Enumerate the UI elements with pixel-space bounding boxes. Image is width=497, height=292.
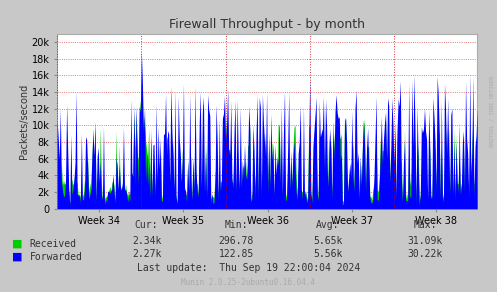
Text: 30.22k: 30.22k [408,249,442,259]
Text: 2.34k: 2.34k [132,236,162,246]
Text: 5.65k: 5.65k [313,236,343,246]
Text: Max:: Max: [413,220,437,230]
Text: Last update:  Thu Sep 19 22:00:04 2024: Last update: Thu Sep 19 22:00:04 2024 [137,263,360,273]
Text: 2.27k: 2.27k [132,249,162,259]
Text: Avg:: Avg: [316,220,340,230]
Text: 31.09k: 31.09k [408,236,442,246]
Text: 5.56k: 5.56k [313,249,343,259]
Text: Forwarded: Forwarded [30,252,83,262]
Text: 122.85: 122.85 [219,249,253,259]
Text: Cur:: Cur: [135,220,159,230]
Text: Received: Received [30,239,77,249]
Title: Firewall Throughput - by month: Firewall Throughput - by month [169,18,365,31]
Y-axis label: Packets/second: Packets/second [19,84,29,159]
Text: Munin 2.0.25-2ubuntu0.16.04.4: Munin 2.0.25-2ubuntu0.16.04.4 [181,278,316,287]
Text: RRDTOOL / TOBI OETIKER: RRDTOOL / TOBI OETIKER [490,75,495,147]
Text: ■: ■ [12,252,23,262]
Text: ■: ■ [12,239,23,249]
Text: Min:: Min: [224,220,248,230]
Text: 296.78: 296.78 [219,236,253,246]
